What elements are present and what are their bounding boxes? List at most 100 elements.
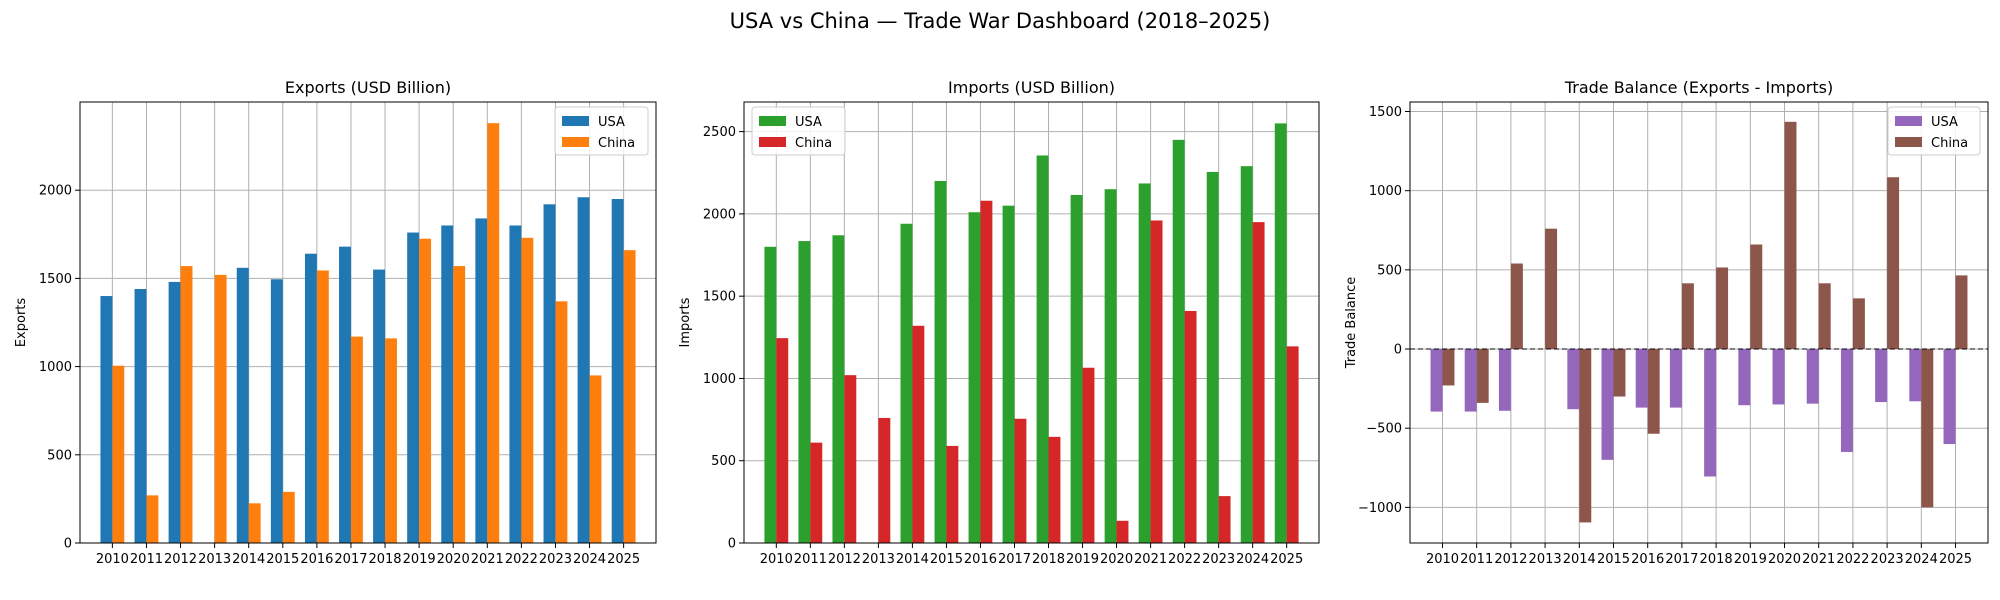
bar-usa-2020	[1772, 349, 1785, 405]
y-axis-label: Trade Balance	[1344, 277, 1359, 370]
grid-lines	[80, 102, 656, 544]
x-tick-label: 2022	[1836, 552, 1869, 567]
x-tick-label: 2018	[368, 552, 401, 567]
bar-usa-2011	[134, 288, 147, 543]
bar-china-2016	[980, 200, 993, 544]
bar-china-2021	[487, 123, 500, 543]
bar-usa-2017	[1669, 349, 1682, 408]
bar-china-2019	[419, 238, 432, 543]
bar-usa-2020	[1104, 189, 1117, 543]
y-tick-label: 500	[1377, 263, 1402, 278]
bar-usa-2022	[1840, 349, 1853, 452]
bar-usa-2023	[1206, 171, 1219, 544]
axes-frame	[1409, 101, 1989, 544]
bar-china-2014	[1579, 349, 1592, 523]
legend-label-china: China	[1931, 136, 1968, 151]
y-tick-label: 500	[47, 448, 72, 463]
bars	[764, 123, 1299, 544]
bar-usa-2022	[509, 225, 522, 544]
chart-panel-1: 0 500 1000 1500 2000 2010 2011 2012 2013 2014 2015…	[14, 78, 657, 567]
bar-usa-2014	[236, 267, 249, 543]
bar-usa-2010	[764, 246, 777, 543]
legend: USA China	[751, 106, 846, 156]
y-tick-label: 0	[1394, 343, 1402, 358]
x-tick-label: 2011	[794, 552, 827, 567]
x-axis-ticks: 2010 2011 2012 2013 2014 2015 2016 2017 2018 2019…	[96, 543, 640, 567]
x-tick-label: 2017	[1665, 552, 1698, 567]
y-tick-label: 0	[728, 537, 736, 552]
legend-swatch-usa	[759, 116, 786, 126]
bar-china-2020	[1116, 520, 1129, 543]
bar-usa-2017	[1002, 205, 1015, 543]
x-tick-label: 2014	[896, 552, 929, 567]
bar-usa-2015	[270, 279, 283, 543]
bar-china-2023	[1887, 177, 1900, 350]
bar-china-2024	[1921, 349, 1934, 508]
x-axis-ticks: 2010 2011 2012 2013 2014 2015 2016 2017 2018 2019…	[1426, 543, 1972, 567]
y-tick-label: 2000	[703, 207, 736, 222]
legend: USA China	[554, 106, 649, 156]
bar-usa-2017	[339, 246, 351, 543]
bar-usa-2023	[543, 204, 556, 543]
y-tick-label: 2500	[703, 125, 736, 140]
grid-lines	[1410, 102, 1988, 543]
x-tick-label: 2023	[1202, 552, 1235, 567]
bar-usa-2016	[1635, 349, 1648, 408]
y-tick-label: 1000	[1369, 184, 1402, 199]
y-axis-ticks: −1000 −500 0 500 1000 1500	[1358, 105, 1410, 516]
x-tick-label: 2021	[1134, 552, 1167, 567]
bar-china-2016	[316, 270, 329, 543]
y-tick-label: 2000	[39, 184, 72, 199]
chart-title: Trade Balance (Exports - Imports)	[1564, 78, 1833, 97]
bar-china-2018	[1048, 436, 1061, 543]
bar-china-2010	[112, 365, 125, 543]
legend-label-usa: USA	[795, 115, 822, 130]
x-tick-label: 2016	[300, 552, 333, 567]
bar-usa-2019	[407, 232, 420, 543]
x-tick-label: 2014	[232, 552, 265, 567]
bar-usa-2021	[1138, 183, 1151, 543]
bar-china-2017	[1681, 283, 1694, 350]
y-tick-label: 1000	[703, 372, 736, 387]
chart-panel-2: 0 500 1000 1500 2000 2500 2010 2011 2012 2013 2014…	[678, 78, 1320, 567]
x-tick-label: 2024	[573, 552, 606, 567]
x-tick-label: 2020	[1100, 552, 1133, 567]
bar-china-2015	[1613, 349, 1626, 397]
bar-china-2014	[248, 503, 261, 543]
bar-china-2020	[1784, 121, 1797, 350]
bar-usa-2024	[577, 197, 590, 544]
bar-usa-2015	[1601, 349, 1614, 460]
x-tick-label: 2015	[1597, 552, 1630, 567]
x-tick-label: 2012	[828, 552, 861, 567]
legend-swatch-china	[562, 137, 589, 147]
bar-china-2024	[589, 375, 602, 543]
bar-china-2017	[1014, 418, 1027, 543]
bar-usa-2012	[168, 281, 181, 543]
bar-china-2010	[776, 338, 789, 543]
bar-china-2021	[1150, 220, 1163, 544]
bar-usa-2014	[900, 223, 913, 543]
x-tick-label: 2016	[1631, 552, 1664, 567]
x-tick-label: 2018	[1032, 552, 1065, 567]
bar-usa-2019	[1070, 194, 1083, 543]
bar-china-2012	[1510, 263, 1523, 350]
y-axis-ticks: 0 500 1000 1500 2000 2500	[703, 125, 744, 552]
bar-china-2023	[1218, 496, 1231, 543]
bar-usa-2023	[1875, 349, 1888, 403]
bar-china-2021	[1818, 283, 1831, 350]
bar-china-2025	[623, 250, 636, 543]
legend-swatch-china	[759, 137, 786, 147]
x-tick-label: 2013	[198, 552, 231, 567]
bar-china-2017	[350, 336, 363, 543]
x-tick-label: 2024	[1236, 552, 1269, 567]
bar-china-2018	[385, 338, 397, 543]
y-tick-label: 1500	[39, 272, 72, 287]
bar-china-2015	[946, 445, 959, 543]
bar-china-2011	[1476, 349, 1489, 403]
bar-china-2023	[555, 301, 568, 543]
bar-china-2013	[878, 417, 891, 543]
bar-usa-2018	[373, 269, 386, 543]
bar-china-2013	[1545, 228, 1558, 350]
x-tick-label: 2022	[1168, 552, 1201, 567]
